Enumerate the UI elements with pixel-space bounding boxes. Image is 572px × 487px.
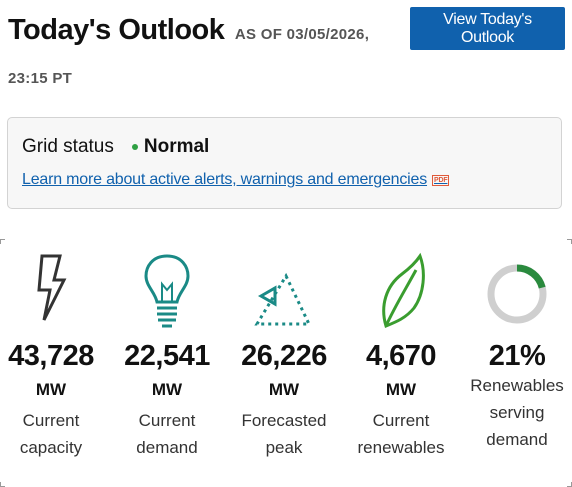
as-of-prefix: AS OF [234, 26, 283, 43]
stat-unit: MW [151, 380, 183, 399]
gauge-fill [487, 264, 547, 324]
stat-label: Current demand [108, 407, 226, 461]
stat-unit: MW [385, 380, 417, 399]
grid-status-panel: Grid status Normal Learn more about acti… [7, 117, 562, 209]
alerts-info-link[interactable]: Learn more about active alerts, warnings… [22, 171, 450, 189]
page-title: Today's Outlook [8, 14, 225, 46]
stat-label-line: peak [265, 438, 303, 457]
stat-label: Current capacity [0, 407, 110, 461]
pdf-icon: PDF [432, 174, 450, 186]
stat-label-line: Current [22, 411, 80, 430]
grid-status-label: Grid status [22, 136, 114, 157]
grid-status-line: Grid status Normal [22, 136, 209, 158]
outlook-stats: 43,728 MW Current capacity 22,541 MW Cur… [0, 244, 572, 484]
grid-status-value: Normal [143, 136, 210, 157]
stat-label-line: demand [486, 430, 548, 449]
stat-value: 4,670 [365, 340, 437, 372]
stat-label-line: renewables [357, 438, 445, 457]
stat-label-line: Current [138, 411, 196, 430]
light-bulb-icon [108, 248, 226, 328]
as-of-date: 03/05/2026, [286, 26, 370, 43]
stat-label-line: serving [489, 403, 545, 422]
page-header: Today's Outlook AS OF 03/05/2026, [8, 14, 369, 47]
corner-mark [0, 239, 5, 244]
status-dot-icon [131, 144, 138, 150]
lightning-bolt-icon [0, 248, 110, 328]
as-of-time: 23:15 PT [8, 70, 73, 87]
stat-value: 43,728 [8, 340, 94, 372]
alerts-info-link-text: Learn more about active alerts, warnings… [22, 171, 428, 188]
leaf-icon [342, 248, 460, 329]
stat-label-line: Forecasted [241, 411, 327, 430]
stat-value: 22,541 [124, 340, 210, 372]
stat-label-line: capacity [19, 438, 83, 457]
stat-label-line: Current [372, 411, 430, 430]
stat-label: Current renewables [342, 407, 460, 461]
stat-label: Renewables serving demand [458, 372, 572, 453]
stat-unit: MW [268, 380, 300, 399]
peak-triangle-icon [225, 248, 343, 328]
stat-label: Forecasted peak [225, 407, 343, 461]
stat-unit: MW [35, 380, 67, 399]
stat-label-line: demand [136, 438, 198, 457]
view-todays-outlook-button[interactable]: View Today's Outlook [410, 7, 565, 50]
donut-gauge-icon [458, 248, 572, 328]
stat-label-line: Renewables [470, 376, 564, 395]
stat-value: 26,226 [241, 340, 327, 372]
stat-value: 21% [488, 340, 546, 372]
